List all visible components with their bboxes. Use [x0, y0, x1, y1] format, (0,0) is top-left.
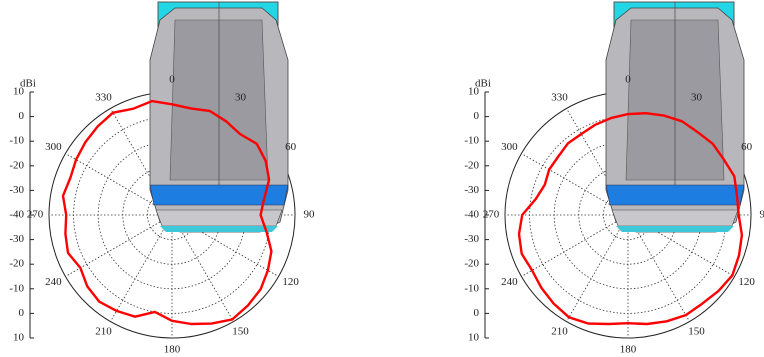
- grid-spoke: [171, 214, 234, 322]
- y-tick-label: -10: [9, 282, 24, 294]
- grid-spoke: [566, 108, 629, 216]
- y-tick-label: -30: [9, 184, 24, 196]
- y-tick-label: 0: [19, 307, 25, 319]
- y-tick-label: 10: [468, 86, 480, 98]
- y-tick-label: -20: [9, 159, 24, 171]
- car-bumper: [611, 209, 739, 227]
- angle-label: 300: [45, 141, 62, 153]
- angle-label: 330: [95, 92, 112, 104]
- angle-label: 150: [232, 325, 249, 337]
- angle-label: 90: [760, 209, 764, 221]
- car-windshield: [149, 184, 289, 206]
- angle-label: 30: [235, 92, 247, 104]
- y-tick-label: 10: [13, 86, 25, 98]
- car-trim: [160, 226, 278, 232]
- grid-spoke: [627, 214, 690, 322]
- car-layer: [149, 1, 745, 233]
- pattern-trace: [61, 99, 273, 326]
- angle-label: 270: [27, 209, 44, 221]
- y-tick-label: -20: [464, 159, 479, 171]
- angle-label: 60: [285, 141, 297, 153]
- y-tick-label: 10: [468, 332, 480, 344]
- angle-label: 330: [551, 92, 568, 104]
- angle-label: 30: [691, 92, 703, 104]
- angle-label: 60: [741, 141, 753, 153]
- axis-label: dBi: [475, 78, 491, 90]
- axis-label: dBi: [20, 78, 36, 90]
- grid-spoke: [521, 153, 629, 216]
- y-tick-label: -20: [9, 258, 24, 270]
- angle-label: 210: [551, 325, 568, 337]
- pattern-trace: [517, 112, 744, 326]
- y-tick-label: -40: [464, 209, 479, 221]
- y-tick-label: -40: [9, 209, 24, 221]
- angle-label: 0: [625, 74, 631, 86]
- grid-spoke: [65, 214, 173, 277]
- car-windshield: [605, 184, 745, 206]
- y-tick-label: -10: [464, 135, 479, 147]
- y-tick-label: -30: [464, 233, 479, 245]
- angle-label: 120: [738, 276, 755, 288]
- car-image: [149, 1, 289, 233]
- angle-label: 180: [620, 344, 637, 356]
- grid-spoke: [65, 153, 173, 216]
- grid-spoke: [171, 214, 279, 277]
- y-tick-label: 0: [19, 110, 25, 122]
- grid-spoke: [627, 214, 735, 277]
- angle-label: 120: [282, 276, 299, 288]
- y-tick-label: -10: [464, 282, 479, 294]
- y-tick-label: -30: [9, 233, 24, 245]
- y-tick-label: -10: [9, 135, 24, 147]
- angle-label: 180: [164, 344, 181, 356]
- grid-spoke: [110, 214, 173, 322]
- y-tick-label: -20: [464, 258, 479, 270]
- angle-label: 150: [688, 325, 705, 337]
- trace-layer: [61, 99, 744, 326]
- label-layer: dBi100-10-20-30-40-30-20-100100306090120…: [9, 74, 764, 356]
- angle-label: 300: [501, 141, 518, 153]
- grid-spoke: [521, 214, 629, 277]
- y-tick-label: 10: [13, 332, 25, 344]
- angle-label: 270: [483, 209, 500, 221]
- car-trim: [616, 226, 734, 232]
- car-image: [605, 1, 745, 233]
- angle-label: 0: [169, 74, 175, 86]
- angle-label: 210: [95, 325, 112, 337]
- grid-spoke: [110, 108, 173, 216]
- angle-label: 240: [45, 276, 62, 288]
- angle-label: 240: [501, 276, 518, 288]
- y-tick-label: 0: [474, 110, 480, 122]
- y-tick-label: -30: [464, 184, 479, 196]
- y-tick-label: 0: [474, 307, 480, 319]
- angle-label: 90: [304, 209, 316, 221]
- grid-spoke: [566, 214, 629, 322]
